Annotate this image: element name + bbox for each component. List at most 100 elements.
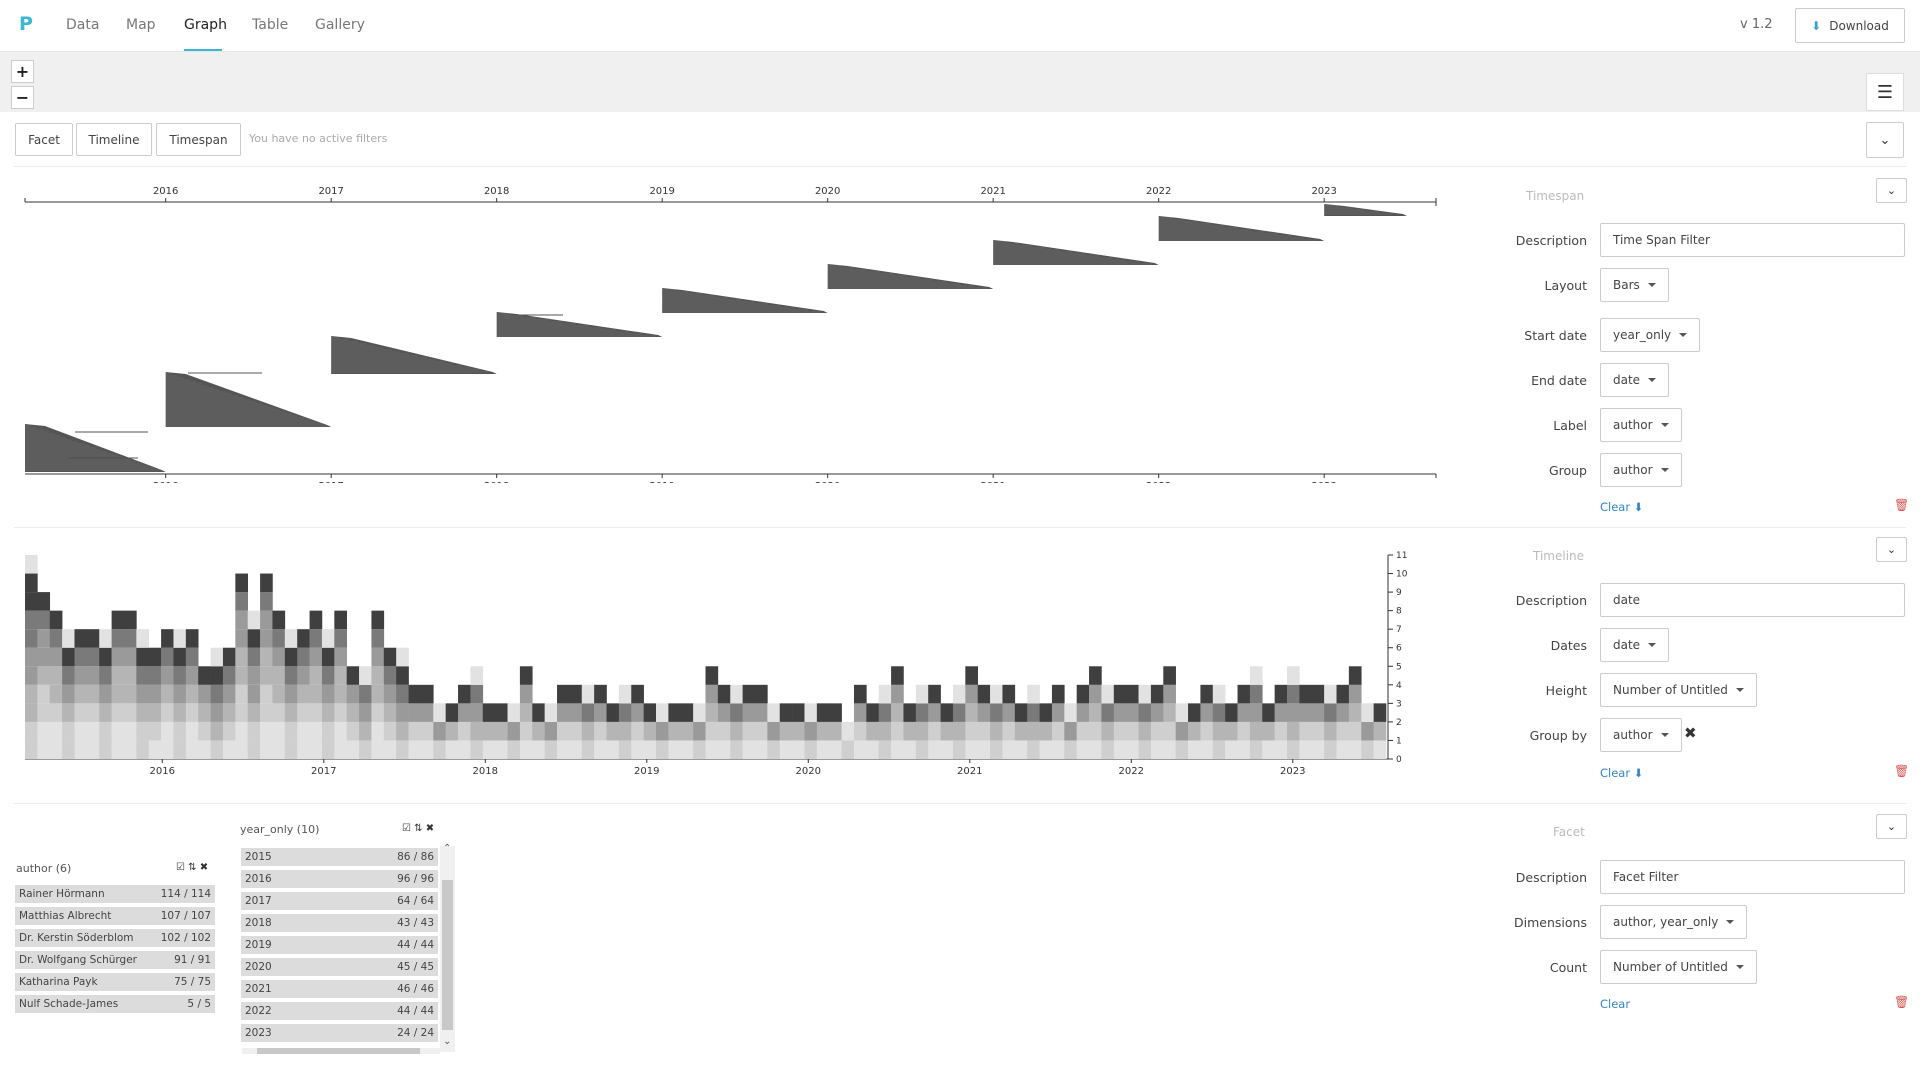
list-item[interactable]: Katharina Payk 75 / 75 <box>15 973 215 991</box>
timeline-bar-segment <box>1101 721 1115 741</box>
timespan-description-input[interactable]: Time Span Filter <box>1600 223 1905 257</box>
timeline-bar-segment <box>495 703 508 722</box>
timeline-bar-segment <box>74 721 88 741</box>
timeline-bar-segment <box>1051 703 1065 722</box>
height-select[interactable]: Number of Untitled <box>1600 673 1757 707</box>
timeline-description-input[interactable]: date <box>1600 583 1905 617</box>
group-select[interactable]: author <box>1600 453 1682 487</box>
timeline-bar-segment <box>321 666 335 685</box>
timeline-bar-segment <box>420 740 434 759</box>
list-item[interactable]: 2018 43 / 43 <box>241 914 438 932</box>
map-band[interactable] <box>0 52 1920 112</box>
list-item[interactable]: 2016 96 / 96 <box>241 870 438 888</box>
list-item[interactable]: Nulf Schade-James 5 / 5 <box>15 995 215 1013</box>
timeline-bar-segment <box>1348 666 1362 685</box>
trash-icon[interactable]: 🗑 <box>1894 498 1910 512</box>
tab-data[interactable]: Data <box>66 17 100 33</box>
timespan-filter-button[interactable]: Timespan <box>156 123 241 156</box>
list-item[interactable]: 2022 44 / 44 <box>241 1002 438 1020</box>
end-date-select[interactable]: date <box>1600 363 1670 397</box>
trash-icon[interactable]: 🗑 <box>1894 764 1910 778</box>
timeline-bar-segment <box>1150 721 1164 741</box>
facet-filter-button[interactable]: Facet <box>15 123 73 156</box>
timeline-bar-segment <box>1373 703 1387 722</box>
chevron-down-icon[interactable]: ⌄ <box>1876 814 1907 839</box>
dimensions-value: author, year_only <box>1613 915 1719 929</box>
facet-tools[interactable]: ☑ ⇅ ✖ <box>176 862 209 873</box>
list-item[interactable]: 2020 45 / 45 <box>241 958 438 976</box>
timeline-bar-segment <box>185 740 199 759</box>
timespan-clear-link[interactable]: Clear ⬇ <box>1600 500 1643 514</box>
timeline-bar-segment <box>247 647 261 667</box>
chevron-down-icon[interactable]: ⌄ <box>1876 537 1907 562</box>
timeline-bar-segment <box>74 684 88 704</box>
timeline-bar-segment <box>86 740 100 759</box>
tick-label: 2022 <box>1146 186 1171 197</box>
chevron-down-icon[interactable]: ⌄ <box>1876 178 1907 203</box>
start-date-select[interactable]: year_only <box>1600 318 1701 352</box>
timeline-bar-segment <box>1299 684 1313 704</box>
timeline-bar-segment <box>668 703 682 722</box>
list-item[interactable]: Dr. Wolfgang Schürger 91 / 91 <box>15 951 215 969</box>
group-by-select[interactable]: author <box>1600 718 1682 752</box>
timeline-bar-segment <box>74 629 88 648</box>
timeline-bar-segment <box>754 721 768 741</box>
chevron-up-icon[interactable]: ⌃ <box>443 843 452 854</box>
trash-icon[interactable]: 🗑 <box>1894 995 1910 1009</box>
timespan-chart[interactable]: 2016 2016 2017 2017 2018 2018 2019 2019 2020 2020… <box>18 178 1443 483</box>
timeline-bar-segment <box>853 721 867 741</box>
timeline-bar-segment <box>49 666 63 685</box>
timeline-bar-segment <box>470 740 484 759</box>
timeline-bar-segment <box>371 703 385 722</box>
timeline-clear-link[interactable]: Clear ⬇ <box>1600 766 1643 780</box>
tab-gallery[interactable]: Gallery <box>315 17 365 33</box>
facet-tools[interactable]: ☑ ⇅ ✖ <box>402 823 435 834</box>
menu-icon[interactable]: ☰ <box>1866 73 1904 111</box>
timeline-bar-segment <box>1287 703 1300 722</box>
timeline-bar-segment <box>321 740 335 759</box>
scrollbar-thumb[interactable] <box>442 880 453 1030</box>
list-item[interactable]: 2021 46 / 46 <box>241 980 438 998</box>
zoom-out-button[interactable]: − <box>11 86 34 109</box>
timeline-filter-button[interactable]: Timeline <box>76 123 152 156</box>
dimensions-select[interactable]: author, year_only <box>1600 905 1748 939</box>
timeline-bar-segment <box>235 740 249 759</box>
timeline-bar-segment <box>37 721 51 741</box>
list-item[interactable]: Matthias Albrecht 107 / 107 <box>15 907 215 925</box>
list-item[interactable]: Dr. Kerstin Söderblom 102 / 102 <box>15 929 215 947</box>
list-item[interactable]: Rainer Hörmann 114 / 114 <box>15 885 215 903</box>
facet-description-input[interactable]: Facet Filter <box>1600 860 1905 894</box>
timeline-bar-segment <box>297 666 310 685</box>
zoom-in-button[interactable]: + <box>11 60 34 83</box>
label-select[interactable]: author <box>1600 408 1682 442</box>
layout-select[interactable]: Bars <box>1600 268 1669 302</box>
timeline-bar-segment <box>965 666 978 685</box>
tab-table[interactable]: Table <box>252 17 289 33</box>
timeline-bar-segment <box>334 721 347 741</box>
timeline-bar-segment <box>866 740 880 759</box>
timeline-bar-segment <box>495 740 508 759</box>
timeline-bar-segment <box>1089 740 1102 759</box>
timeline-bar-segment <box>952 740 966 759</box>
chevron-down-icon[interactable]: ⌄ <box>443 1036 452 1047</box>
list-item[interactable]: 2015 86 / 86 <box>241 848 438 866</box>
list-item[interactable]: 2023 24 / 24 <box>241 1024 438 1042</box>
download-button[interactable]: ⬇ Download <box>1795 8 1905 43</box>
count-select[interactable]: Number of Untitled <box>1600 950 1757 984</box>
list-item[interactable]: 2017 64 / 64 <box>241 892 438 910</box>
chevron-down-icon[interactable]: ⌄ <box>1866 122 1904 158</box>
tab-graph[interactable]: Graph <box>184 17 227 33</box>
timeline-bar-segment <box>321 647 335 667</box>
list-item[interactable]: 2019 44 / 44 <box>241 936 438 954</box>
remove-icon[interactable]: ✖ <box>1684 724 1697 742</box>
timeline-chart[interactable]: 0 1 2 3 4 5 6 7 8 9 10 11 2016 2017 2018 2019 2020 2021 20… <box>18 540 1443 780</box>
timeline-bar-segment <box>173 703 187 722</box>
timeline-bar-segment <box>309 721 323 741</box>
dates-select[interactable]: date <box>1600 628 1670 662</box>
timeline-bar-segment <box>136 666 150 685</box>
app-logo[interactable]: P <box>19 13 33 35</box>
scrollbar-thumb[interactable] <box>257 1048 420 1054</box>
timeline-bar-segment <box>903 703 917 722</box>
tab-map[interactable]: Map <box>126 17 156 33</box>
facet-clear-link[interactable]: Clear <box>1600 997 1631 1011</box>
